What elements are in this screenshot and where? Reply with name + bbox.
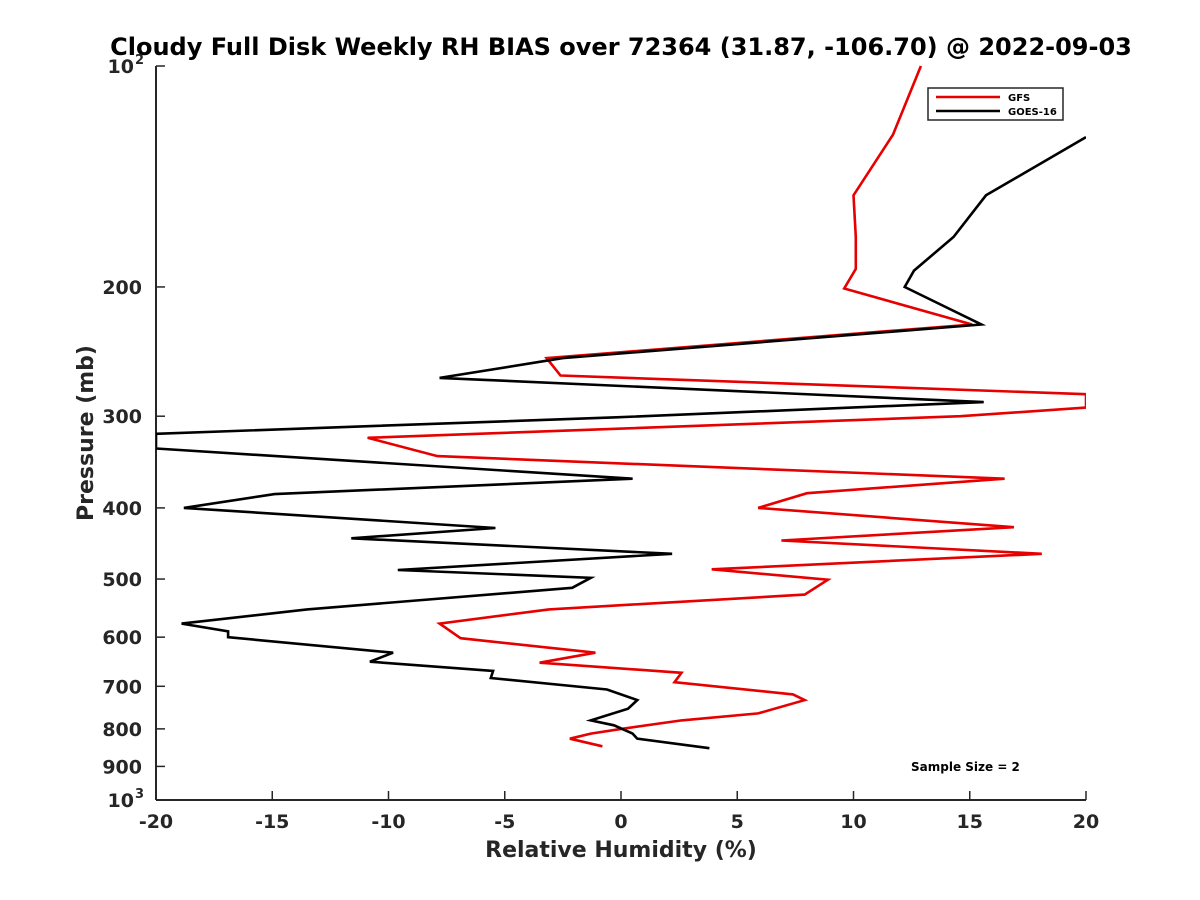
x-tick-label: -20 [139,811,173,833]
x-tick-label: 20 [1073,811,1099,833]
chart-title: Cloudy Full Disk Weekly RH BIAS over 723… [110,33,1132,61]
y-tick-exponent: 2 [135,53,144,68]
y-tick-label: 300 [102,406,142,428]
y-tick-label: 400 [102,498,142,520]
x-tick-label: 0 [614,811,627,833]
y-tick-label: 700 [102,676,142,698]
x-tick-label: -10 [371,811,405,833]
y-tick-label: 800 [102,719,142,741]
x-tick-label: 10 [840,811,866,833]
legend-label: GFS [1008,93,1030,104]
series-line-goes-16 [156,135,1086,750]
x-axis-label: Relative Humidity (%) [485,838,757,863]
x-tick-label: 15 [957,811,983,833]
y-tick-label: 10 [108,790,134,812]
legend-label: GOES-16 [1008,107,1057,118]
y-tick-exponent: 3 [135,787,144,802]
series-layer [156,65,1086,750]
legend-box [927,87,1064,121]
y-tick-label: 900 [102,756,142,778]
x-tick-label: -5 [494,811,515,833]
legend: GFS GOES-16 [927,87,1064,121]
y-tick-label: 10 [108,56,134,78]
y-tick-label: 600 [102,627,142,649]
x-tick-label: 5 [731,811,744,833]
axes-frame [155,66,1086,801]
x-axis-ticks: -20 -15 -10 -5 0 5 10 15 20 [139,791,1099,833]
sample-size-annotation: Sample Size = 2 [911,760,1020,774]
series-line-gfs [367,65,1086,748]
y-tick-label: 200 [102,277,142,299]
y-tick-label: 500 [102,569,142,591]
x-tick-label: -15 [255,811,289,833]
y-axis-label: Pressure (mb) [74,345,99,521]
